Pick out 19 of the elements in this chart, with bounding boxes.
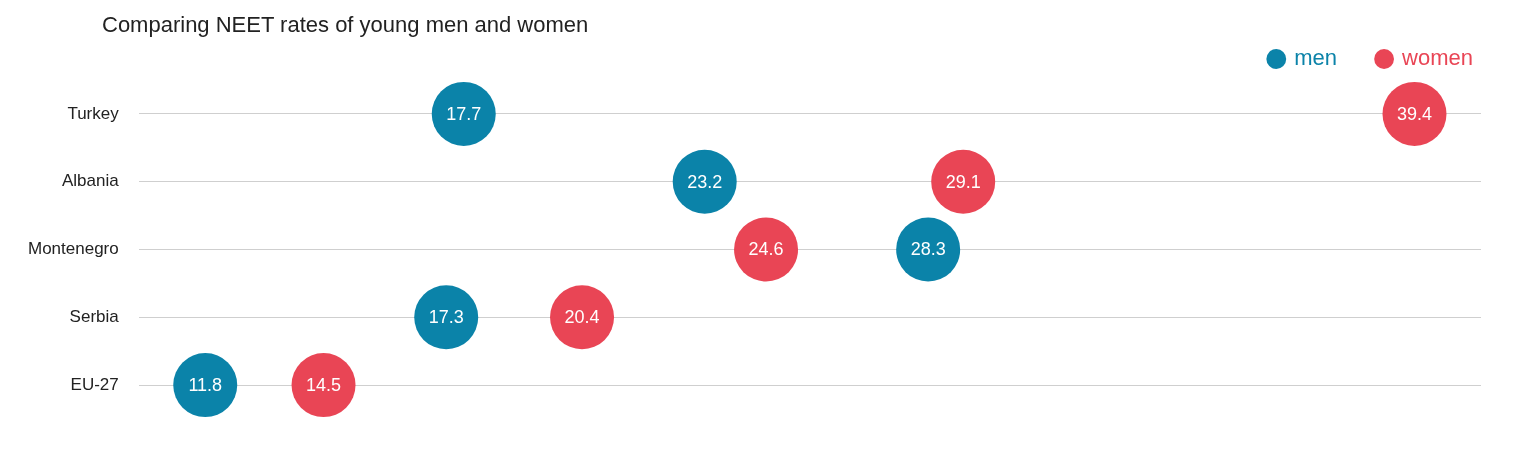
data-label: 29.1: [945, 171, 981, 192]
data-label: 28.3: [910, 239, 946, 260]
chart-title: Comparing NEET rates of young men and women: [102, 12, 589, 38]
data-label: 20.4: [564, 307, 600, 328]
y-tick-label: Albania: [62, 171, 120, 191]
y-tick-label: EU-27: [70, 374, 119, 394]
point: [173, 353, 238, 418]
data-label: 14.5: [306, 375, 342, 396]
data-label: 23.2: [687, 171, 723, 192]
y-tick-label: Turkey: [67, 103, 120, 123]
legend-label: women: [1401, 45, 1473, 71]
y-tick-label: Serbia: [69, 306, 120, 326]
data-label: 17.3: [428, 307, 464, 328]
data-label: 24.6: [748, 239, 784, 260]
data-label: 11.8: [188, 375, 223, 396]
y-tick-label: Montenegro: [27, 239, 119, 259]
data-label: 17.7: [446, 103, 482, 124]
data-label: 39.4: [1396, 103, 1433, 124]
legend-label: men: [1294, 45, 1338, 71]
